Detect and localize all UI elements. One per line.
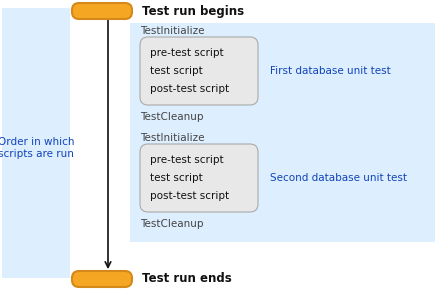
Text: First database unit test: First database unit test	[270, 66, 391, 76]
Text: post-test script: post-test script	[150, 191, 229, 201]
Text: pre-test script: pre-test script	[150, 155, 224, 165]
FancyBboxPatch shape	[140, 37, 258, 105]
FancyBboxPatch shape	[72, 3, 132, 19]
Bar	[2, 8, 70, 278]
FancyBboxPatch shape	[140, 144, 258, 212]
Text: Test run begins: Test run begins	[142, 5, 244, 17]
Text: Order in which
scripts are run: Order in which scripts are run	[0, 137, 74, 159]
FancyBboxPatch shape	[72, 271, 132, 287]
Text: test script: test script	[150, 173, 203, 183]
Text: TestCleanup: TestCleanup	[140, 219, 203, 229]
Bar	[130, 23, 435, 135]
Text: TestInitialize: TestInitialize	[140, 26, 205, 36]
Text: Second database unit test: Second database unit test	[270, 173, 407, 183]
Text: test script: test script	[150, 66, 203, 76]
Text: Test run ends: Test run ends	[142, 273, 232, 285]
Text: pre-test script: pre-test script	[150, 48, 224, 58]
Bar	[130, 130, 435, 242]
Text: post-test script: post-test script	[150, 84, 229, 94]
Text: TestInitialize: TestInitialize	[140, 133, 205, 143]
Text: TestCleanup: TestCleanup	[140, 112, 203, 122]
